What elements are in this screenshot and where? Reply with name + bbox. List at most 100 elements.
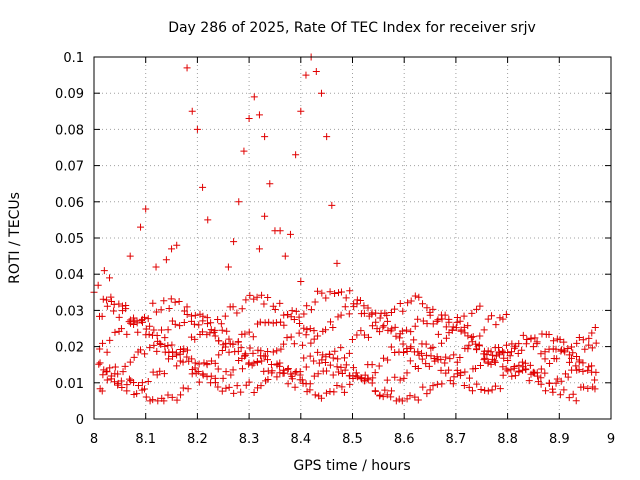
data-point	[250, 388, 258, 396]
data-point	[307, 339, 315, 347]
data-point	[342, 294, 350, 302]
data-point	[306, 386, 314, 394]
data-point	[302, 71, 310, 79]
data-point	[157, 306, 165, 314]
data-point	[384, 356, 392, 364]
data-point	[314, 287, 322, 295]
data-point	[403, 326, 411, 334]
data-point	[295, 313, 303, 321]
data-point	[255, 111, 263, 119]
data-point	[150, 341, 158, 349]
data-point	[431, 357, 439, 365]
data-point	[380, 322, 388, 330]
data-point	[173, 396, 181, 404]
data-point	[337, 288, 345, 296]
data-point	[468, 387, 476, 395]
data-point	[322, 353, 330, 361]
data-point	[111, 378, 119, 386]
data-point	[284, 380, 292, 388]
data-point	[221, 312, 229, 320]
data-point	[106, 364, 114, 372]
data-point	[187, 312, 195, 320]
x-tick-label: 8.8	[497, 432, 518, 447]
data-point	[461, 329, 469, 337]
data-point	[115, 300, 123, 308]
data-point	[472, 340, 480, 348]
data-point	[100, 267, 108, 275]
data-point	[499, 371, 507, 379]
data-point	[191, 311, 199, 319]
data-point	[567, 343, 575, 351]
data-point	[306, 380, 314, 388]
data-point	[237, 388, 245, 396]
data-point	[495, 343, 503, 351]
data-point	[525, 377, 533, 385]
data-point	[242, 296, 250, 304]
data-point	[341, 366, 349, 374]
data-point	[222, 368, 230, 376]
data-point	[302, 331, 310, 339]
x-tick-label: 8.9	[549, 432, 570, 447]
data-point	[125, 375, 133, 383]
data-point	[552, 345, 560, 353]
data-point	[214, 365, 222, 373]
data-point	[581, 345, 589, 353]
data-point	[331, 347, 339, 355]
data-point	[214, 383, 222, 391]
data-point	[317, 89, 325, 97]
data-point	[484, 315, 492, 323]
data-point	[384, 326, 392, 334]
data-point	[176, 322, 184, 330]
data-point	[184, 385, 192, 393]
data-point	[552, 379, 560, 387]
data-point	[188, 107, 196, 115]
data-point	[508, 340, 516, 348]
data-point	[299, 341, 307, 349]
data-point	[527, 335, 535, 343]
data-point	[283, 334, 291, 342]
data-point	[461, 368, 469, 376]
data-point	[519, 331, 527, 339]
data-point	[556, 336, 564, 344]
data-point	[245, 328, 253, 336]
data-point	[326, 288, 334, 296]
data-point	[537, 365, 545, 373]
data-point	[261, 133, 269, 141]
data-point	[376, 314, 384, 322]
data-point	[399, 340, 407, 348]
data-point	[473, 305, 481, 313]
data-point	[137, 346, 145, 354]
data-point	[134, 381, 142, 389]
data-point	[565, 394, 573, 402]
data-point	[302, 363, 310, 371]
data-point	[149, 368, 157, 376]
y-tick-label: 0.03	[55, 304, 84, 319]
data-point	[235, 198, 243, 206]
data-point	[349, 374, 357, 382]
data-point	[391, 323, 399, 331]
data-point	[411, 292, 419, 300]
data-point	[145, 330, 153, 338]
y-tick-label: 0.06	[55, 196, 84, 211]
x-tick-label: 8.6	[394, 432, 415, 447]
data-point	[591, 376, 599, 384]
data-point	[565, 358, 573, 366]
data-point	[160, 370, 168, 378]
data-point	[290, 340, 298, 348]
data-point	[276, 369, 284, 377]
data-point	[457, 327, 465, 335]
data-point	[127, 319, 135, 327]
data-point	[329, 354, 337, 362]
data-point	[487, 348, 495, 356]
data-point	[480, 326, 488, 334]
data-point	[579, 367, 587, 375]
data-point	[312, 67, 320, 75]
data-point	[255, 245, 263, 253]
data-point	[329, 371, 337, 379]
data-point	[575, 334, 583, 342]
data-point	[279, 369, 287, 377]
data-point	[142, 393, 150, 401]
data-point	[422, 340, 430, 348]
data-point	[264, 376, 272, 384]
data-point	[130, 353, 138, 361]
